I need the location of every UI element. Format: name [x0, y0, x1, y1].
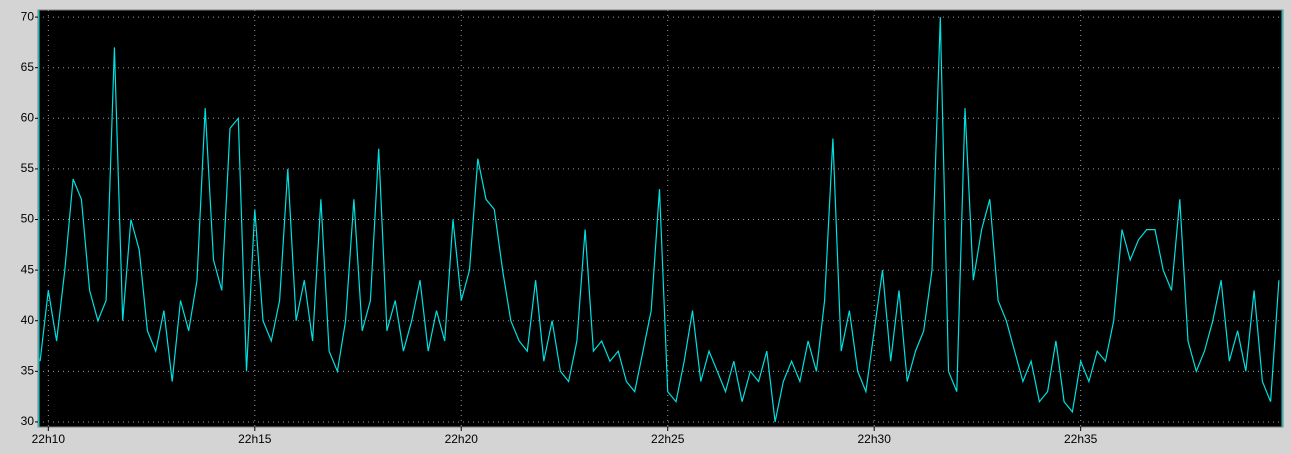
data-line — [39, 17, 1280, 423]
y-tick-label: 50 — [21, 212, 35, 226]
y-tick-label: 45 — [21, 262, 35, 276]
y-tick-label: 40 — [21, 313, 35, 327]
x-tick-label: 22h15 — [238, 432, 272, 446]
x-tick-label: 22h30 — [858, 432, 892, 446]
x-tick-label: 22h35 — [1064, 432, 1098, 446]
y-tick-label: 65 — [21, 60, 35, 74]
x-tick-label: 22h20 — [445, 432, 479, 446]
y-tick-label: 35 — [21, 364, 35, 378]
y-tick-label: 55 — [21, 161, 35, 175]
y-tick-label: 30 — [21, 414, 35, 428]
y-tick-label: 70 — [21, 9, 35, 23]
y-tick-label: 60 — [21, 110, 35, 124]
x-tick-label: 22h10 — [32, 432, 66, 446]
x-tick-label: 22h25 — [651, 432, 685, 446]
